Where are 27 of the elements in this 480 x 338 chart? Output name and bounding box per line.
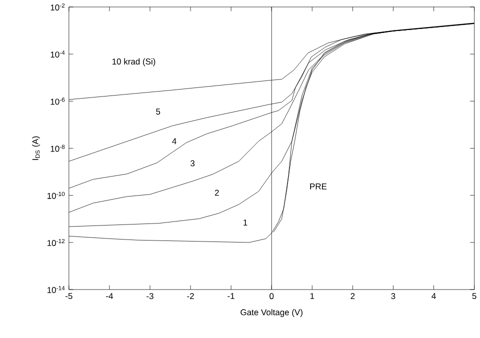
x-tick-label: -4 <box>106 292 113 299</box>
series-label: 5 <box>156 108 160 114</box>
x-tick-label: -5 <box>66 292 72 299</box>
x-tick-label: -2 <box>187 292 194 299</box>
y-tick-label: 10$^{-6}$ <box>50 97 65 104</box>
x-tick-label: 2 <box>350 292 355 299</box>
x-tick-label: -1 <box>228 292 234 299</box>
y-tick-label: 10$^{-2}$ <box>50 3 65 10</box>
x-tick-label: 0 <box>270 292 274 299</box>
x-axis-title: Gate Voltage (V) <box>240 308 302 317</box>
x-tick-label: 1 <box>310 292 314 299</box>
y-tick-label: 10$^{-10}$ <box>47 192 65 199</box>
y-tick-label: 10$^{-8}$ <box>50 144 65 152</box>
x-tick-label: -3 <box>146 292 154 299</box>
series-label: 1 <box>244 219 248 226</box>
series-label: 2 <box>214 189 219 196</box>
y-tick-label: 10$^{-14}$ <box>47 286 65 293</box>
x-tick-label: 4 <box>432 292 436 299</box>
x-tick-label: 3 <box>391 292 396 299</box>
series-label: 3 <box>190 160 195 166</box>
text: PRE <box>310 183 327 190</box>
y-axis-title: I$_{DS}$ (A) <box>32 136 40 160</box>
series-label: 4 <box>172 138 176 144</box>
text: 10 krad (Si) <box>112 58 156 66</box>
y-tick-label: 10$^{-12}$ <box>47 238 65 246</box>
y-tick-label: 10$^{-4}$ <box>50 50 65 58</box>
x-tick-label: 5 <box>472 292 476 299</box>
